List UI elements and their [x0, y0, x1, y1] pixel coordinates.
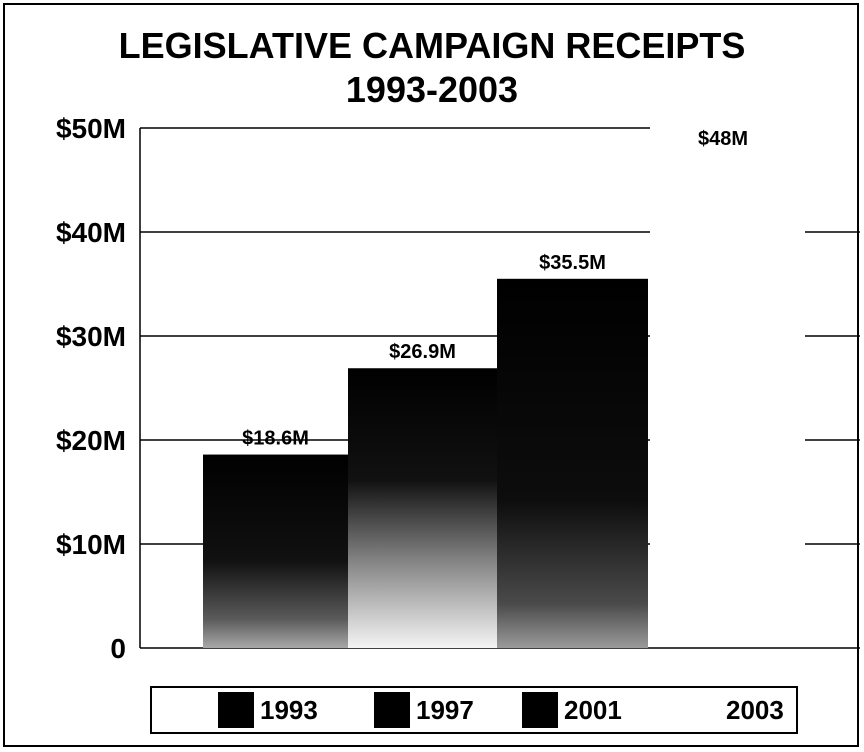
data-label: $26.9M: [389, 341, 456, 363]
bar: [203, 454, 348, 648]
legend-swatch: [522, 692, 558, 728]
data-label: $35.5M: [539, 252, 606, 274]
y-tick-label: $40M: [56, 217, 126, 248]
legend-label: 2003: [726, 694, 784, 725]
legend-item-2003: 2003: [726, 688, 784, 732]
legend-item-1993: 1993: [218, 688, 318, 732]
y-tick-label: $20M: [56, 425, 126, 456]
y-tick-label: 0: [110, 633, 126, 664]
y-tick-label: $10M: [56, 529, 126, 560]
data-label: $18.6M: [242, 428, 309, 450]
data-label: $48M: [698, 128, 748, 150]
legend-label: 1997: [416, 694, 474, 725]
bar: [348, 368, 497, 648]
bar: [497, 278, 648, 648]
legend-label: 2001: [564, 694, 622, 725]
y-tick-label: $30M: [56, 321, 126, 352]
chart-title: LEGISLATIVE CAMPAIGN RECEIPTS: [118, 25, 746, 66]
bar: [648, 149, 798, 648]
legend-item-2001: 2001: [522, 688, 622, 732]
chart-legend: 1993 1997 2001 2003: [150, 686, 798, 734]
legend-swatch: [374, 692, 410, 728]
legend-item-1997: 1997: [374, 688, 474, 732]
y-tick-label: $50M: [56, 113, 126, 144]
chart-subtitle: 1993-2003: [345, 69, 519, 110]
legend-label: 1993: [260, 694, 318, 725]
legend-swatch: [218, 692, 254, 728]
